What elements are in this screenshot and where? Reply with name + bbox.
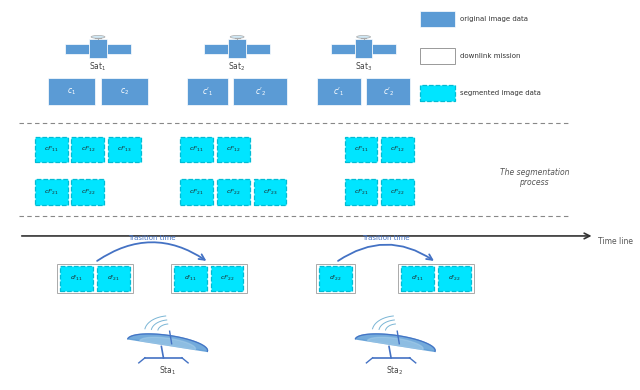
- Text: $c'_2$: $c'_2$: [255, 85, 266, 98]
- Text: $cf'_{21}$: $cf'_{21}$: [44, 187, 58, 197]
- Text: $c'_1$: $c'_1$: [202, 85, 213, 98]
- Text: $d'_{11}$: $d'_{11}$: [184, 273, 196, 284]
- Text: $cf'_{13}$: $cf'_{13}$: [117, 144, 132, 154]
- Text: Sta$_1$: Sta$_1$: [159, 364, 176, 377]
- Text: $cf'_{22}$: $cf'_{22}$: [81, 187, 95, 197]
- FancyBboxPatch shape: [316, 264, 355, 292]
- Polygon shape: [355, 334, 435, 351]
- FancyBboxPatch shape: [366, 78, 410, 105]
- Text: Sat$_3$: Sat$_3$: [355, 61, 372, 73]
- FancyBboxPatch shape: [344, 179, 378, 205]
- Text: $cf'_{11}$: $cf'_{11}$: [354, 144, 369, 154]
- FancyBboxPatch shape: [344, 136, 378, 162]
- Text: segmented image data: segmented image data: [460, 90, 541, 96]
- FancyBboxPatch shape: [246, 44, 270, 53]
- Ellipse shape: [91, 35, 105, 38]
- FancyBboxPatch shape: [57, 264, 132, 292]
- Text: $cf'_{11}$: $cf'_{11}$: [189, 144, 204, 154]
- FancyBboxPatch shape: [317, 78, 361, 105]
- FancyBboxPatch shape: [217, 136, 250, 162]
- FancyBboxPatch shape: [398, 264, 474, 292]
- Polygon shape: [140, 337, 196, 349]
- Text: $cf'_{22}$: $cf'_{22}$: [220, 273, 234, 284]
- FancyBboxPatch shape: [171, 264, 246, 292]
- Text: $d'_{11}$: $d'_{11}$: [412, 273, 424, 284]
- FancyBboxPatch shape: [89, 39, 107, 58]
- FancyBboxPatch shape: [331, 44, 355, 53]
- FancyBboxPatch shape: [108, 136, 141, 162]
- FancyBboxPatch shape: [319, 266, 352, 291]
- FancyBboxPatch shape: [35, 136, 68, 162]
- Text: $cf'_{12}$: $cf'_{12}$: [390, 144, 405, 154]
- FancyBboxPatch shape: [180, 179, 213, 205]
- FancyBboxPatch shape: [355, 39, 372, 58]
- Text: $cf'_{11}$: $cf'_{11}$: [44, 144, 58, 154]
- Text: $d'_{22}$: $d'_{22}$: [448, 273, 461, 284]
- FancyBboxPatch shape: [48, 78, 95, 105]
- Text: $cf'_{12}$: $cf'_{12}$: [81, 144, 95, 154]
- FancyBboxPatch shape: [381, 179, 414, 205]
- Text: original image data: original image data: [460, 16, 528, 22]
- FancyBboxPatch shape: [211, 266, 243, 291]
- FancyBboxPatch shape: [420, 48, 455, 64]
- FancyBboxPatch shape: [100, 78, 148, 105]
- Text: $cf'_{23}$: $cf'_{23}$: [262, 187, 277, 197]
- FancyBboxPatch shape: [420, 85, 455, 101]
- Text: $cf'_{21}$: $cf'_{21}$: [189, 187, 204, 197]
- Text: Trasition time: Trasition time: [128, 235, 175, 241]
- FancyBboxPatch shape: [372, 44, 396, 53]
- Text: $cf'_{22}$: $cf'_{22}$: [226, 187, 241, 197]
- Polygon shape: [367, 337, 423, 349]
- FancyBboxPatch shape: [204, 44, 228, 53]
- FancyBboxPatch shape: [65, 44, 89, 53]
- FancyBboxPatch shape: [420, 11, 455, 27]
- Ellipse shape: [356, 35, 371, 38]
- FancyBboxPatch shape: [97, 266, 130, 291]
- Text: downlink mission: downlink mission: [460, 53, 521, 59]
- Text: $d'_{22}$: $d'_{22}$: [330, 273, 342, 284]
- FancyBboxPatch shape: [381, 136, 414, 162]
- Text: Sat$_2$: Sat$_2$: [228, 61, 246, 73]
- FancyBboxPatch shape: [234, 78, 287, 105]
- Ellipse shape: [230, 35, 244, 38]
- Text: Sat$_1$: Sat$_1$: [89, 61, 107, 73]
- FancyBboxPatch shape: [217, 179, 250, 205]
- FancyBboxPatch shape: [72, 179, 104, 205]
- Text: $c_1$: $c_1$: [67, 87, 76, 97]
- FancyBboxPatch shape: [401, 266, 435, 291]
- Text: Time line: Time line: [598, 237, 632, 246]
- Text: $c'_2$: $c'_2$: [383, 85, 394, 98]
- FancyBboxPatch shape: [187, 78, 228, 105]
- FancyBboxPatch shape: [174, 266, 207, 291]
- FancyBboxPatch shape: [107, 44, 131, 53]
- Text: $cf'_{21}$: $cf'_{21}$: [354, 187, 369, 197]
- Polygon shape: [128, 334, 207, 351]
- Text: $c'_1$: $c'_1$: [333, 85, 344, 98]
- FancyBboxPatch shape: [35, 179, 68, 205]
- FancyBboxPatch shape: [180, 136, 213, 162]
- FancyBboxPatch shape: [253, 179, 287, 205]
- Text: Trasition time: Trasition time: [362, 235, 410, 241]
- Text: Sta$_2$: Sta$_2$: [387, 364, 404, 377]
- FancyBboxPatch shape: [60, 266, 93, 291]
- FancyBboxPatch shape: [72, 136, 104, 162]
- Text: $c_2$: $c_2$: [120, 87, 129, 97]
- Text: $cf'_{12}$: $cf'_{12}$: [226, 144, 241, 154]
- Text: $cf'_{22}$: $cf'_{22}$: [390, 187, 405, 197]
- FancyBboxPatch shape: [228, 39, 246, 58]
- Text: $d'_{11}$: $d'_{11}$: [70, 273, 83, 284]
- Text: $d'_{21}$: $d'_{21}$: [107, 273, 120, 284]
- Text: The segmentation
process: The segmentation process: [500, 168, 569, 187]
- FancyBboxPatch shape: [438, 266, 471, 291]
